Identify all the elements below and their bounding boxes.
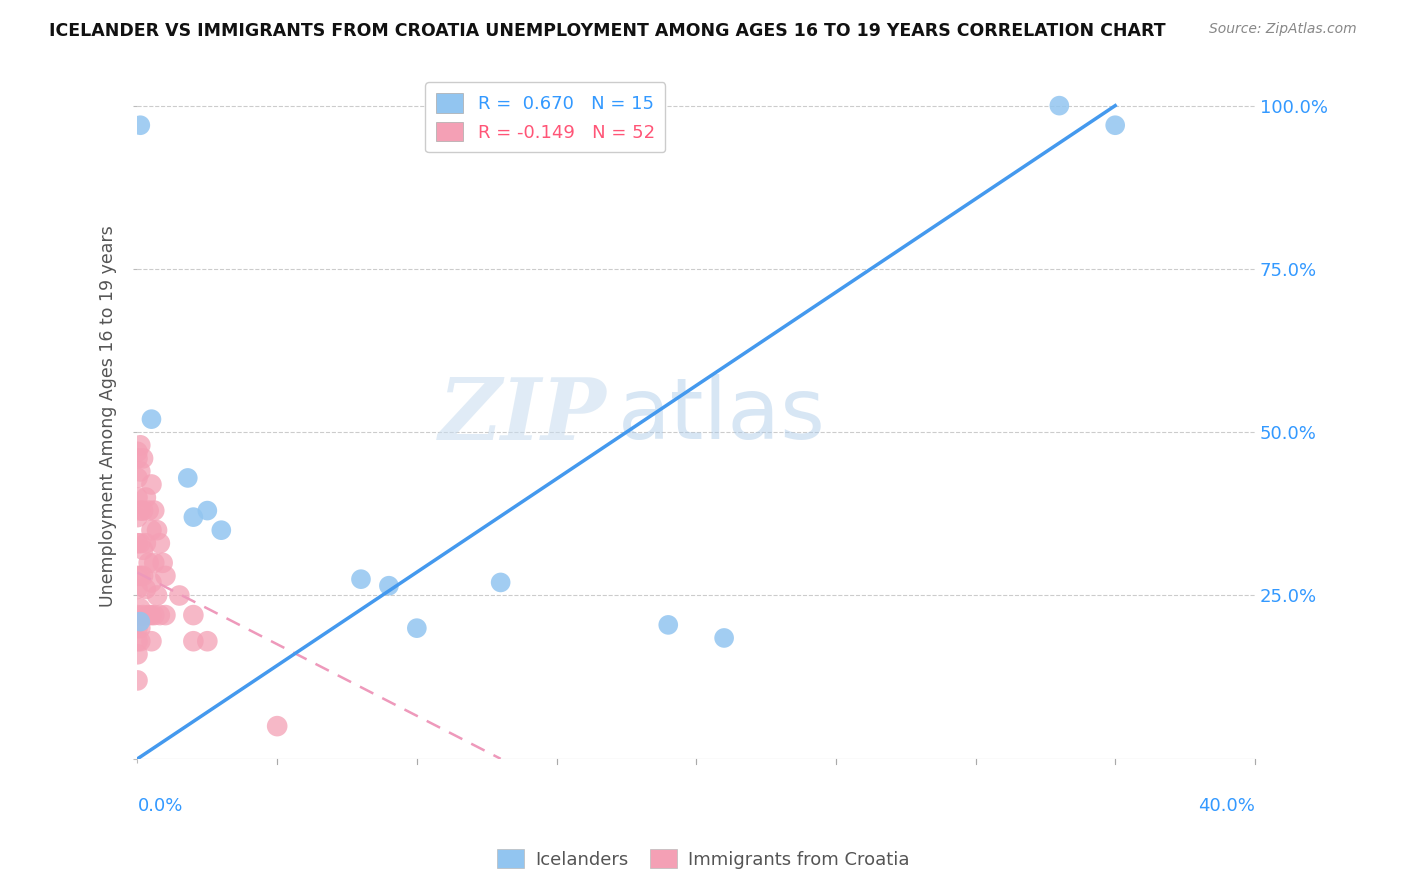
Point xyxy=(1047,98,1070,112)
Point xyxy=(141,523,163,537)
Point xyxy=(138,556,160,570)
Point xyxy=(129,569,152,583)
Point xyxy=(713,631,735,645)
Point xyxy=(127,621,149,635)
Point xyxy=(378,579,401,593)
Legend: R =  0.670   N = 15, R = -0.149   N = 52: R = 0.670 N = 15, R = -0.149 N = 52 xyxy=(425,82,665,153)
Point xyxy=(146,589,169,603)
Text: 40.0%: 40.0% xyxy=(1198,797,1256,814)
Point xyxy=(127,673,149,688)
Point xyxy=(405,621,427,635)
Point xyxy=(127,569,149,583)
Point xyxy=(195,634,218,648)
Point xyxy=(132,608,155,623)
Point xyxy=(143,503,166,517)
Point xyxy=(141,634,163,648)
Point xyxy=(129,634,152,648)
Point xyxy=(138,503,160,517)
Text: Source: ZipAtlas.com: Source: ZipAtlas.com xyxy=(1209,22,1357,37)
Point xyxy=(127,471,149,485)
Point xyxy=(127,510,149,524)
Point xyxy=(129,536,152,550)
Point xyxy=(129,601,152,615)
Point xyxy=(149,608,172,623)
Text: 0.0%: 0.0% xyxy=(138,797,183,814)
Point xyxy=(127,451,149,466)
Point xyxy=(129,118,152,132)
Point xyxy=(127,582,149,596)
Point xyxy=(183,634,205,648)
Point xyxy=(129,615,152,629)
Point xyxy=(141,608,163,623)
Point xyxy=(127,608,149,623)
Text: ICELANDER VS IMMIGRANTS FROM CROATIA UNEMPLOYMENT AMONG AGES 16 TO 19 YEARS CORR: ICELANDER VS IMMIGRANTS FROM CROATIA UNE… xyxy=(49,22,1166,40)
Point xyxy=(127,445,149,459)
Point xyxy=(129,621,152,635)
Point xyxy=(138,608,160,623)
Point xyxy=(143,556,166,570)
Point xyxy=(132,503,155,517)
Point xyxy=(135,491,157,505)
Point xyxy=(127,536,149,550)
Point xyxy=(132,569,155,583)
Point xyxy=(183,608,205,623)
Point xyxy=(127,647,149,661)
Text: atlas: atlas xyxy=(619,375,825,458)
Point xyxy=(146,523,169,537)
Point xyxy=(127,634,149,648)
Point xyxy=(209,523,232,537)
Point xyxy=(141,412,163,426)
Point xyxy=(266,719,288,733)
Point xyxy=(149,536,172,550)
Point xyxy=(141,575,163,590)
Point xyxy=(489,575,512,590)
Point xyxy=(141,477,163,491)
Point xyxy=(129,438,152,452)
Point xyxy=(127,491,149,505)
Point xyxy=(169,589,191,603)
Point xyxy=(195,503,218,517)
Point xyxy=(350,572,373,586)
Point xyxy=(135,536,157,550)
Point xyxy=(129,464,152,478)
Point xyxy=(135,582,157,596)
Point xyxy=(183,510,205,524)
Point xyxy=(152,556,174,570)
Y-axis label: Unemployment Among Ages 16 to 19 years: Unemployment Among Ages 16 to 19 years xyxy=(100,225,117,607)
Point xyxy=(129,503,152,517)
Point xyxy=(1104,118,1126,132)
Point xyxy=(143,608,166,623)
Point xyxy=(177,471,200,485)
Point xyxy=(657,618,679,632)
Legend: Icelanders, Immigrants from Croatia: Icelanders, Immigrants from Croatia xyxy=(489,841,917,876)
Point xyxy=(155,608,177,623)
Point xyxy=(132,542,155,557)
Text: ZIP: ZIP xyxy=(439,374,607,458)
Point xyxy=(155,569,177,583)
Point xyxy=(132,451,155,466)
